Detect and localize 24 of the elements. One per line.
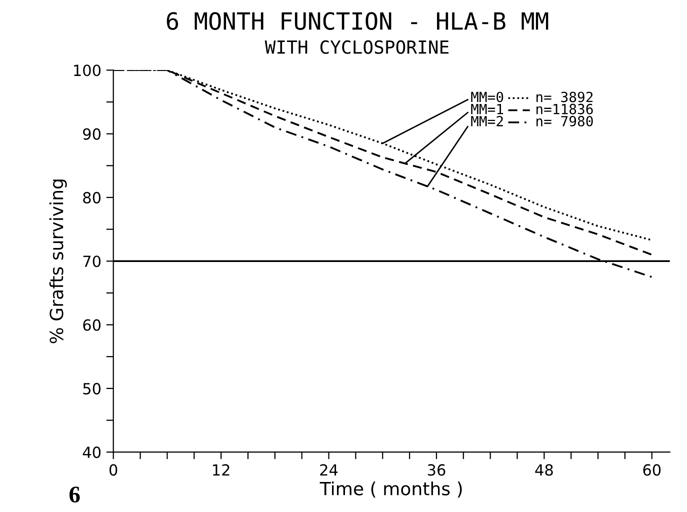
y-axis-title: % Grafts surviving: [49, 180, 67, 344]
y-tick-label: 50: [83, 382, 101, 394]
x-tick-label: 12: [213, 464, 230, 476]
y-tick-label: 80: [83, 192, 101, 204]
annotation: n=11836: [536, 104, 593, 114]
x-axis-title: Time ( months ): [320, 481, 462, 498]
y-tick-label: 40: [82, 446, 101, 458]
y-tick-label: 100: [74, 64, 101, 76]
chart-title: 6 MONTH FUNCTION - HLA-B MM: [166, 12, 548, 30]
text: 6: [70, 486, 80, 503]
y-tick-label: 60: [83, 319, 101, 331]
x-tick-label: 36: [428, 464, 446, 476]
y-tick-label: 70: [83, 256, 101, 268]
chart-subtitle: WITH CYCLOSPORINE: [264, 40, 448, 54]
x-tick-label: 48: [535, 464, 553, 476]
annotation: n= 7980: [536, 116, 593, 126]
legend-label: MM=0: [471, 92, 504, 102]
y-tick-label: 90: [83, 128, 101, 140]
legend-label: MM=1: [471, 104, 504, 114]
x-tick-label: 24: [320, 464, 338, 476]
annotation: n= 3892: [536, 92, 593, 102]
x-tick-label: 60: [643, 464, 661, 476]
x-tick-label: 0: [110, 464, 118, 476]
legend-label: MM=2: [471, 116, 503, 126]
